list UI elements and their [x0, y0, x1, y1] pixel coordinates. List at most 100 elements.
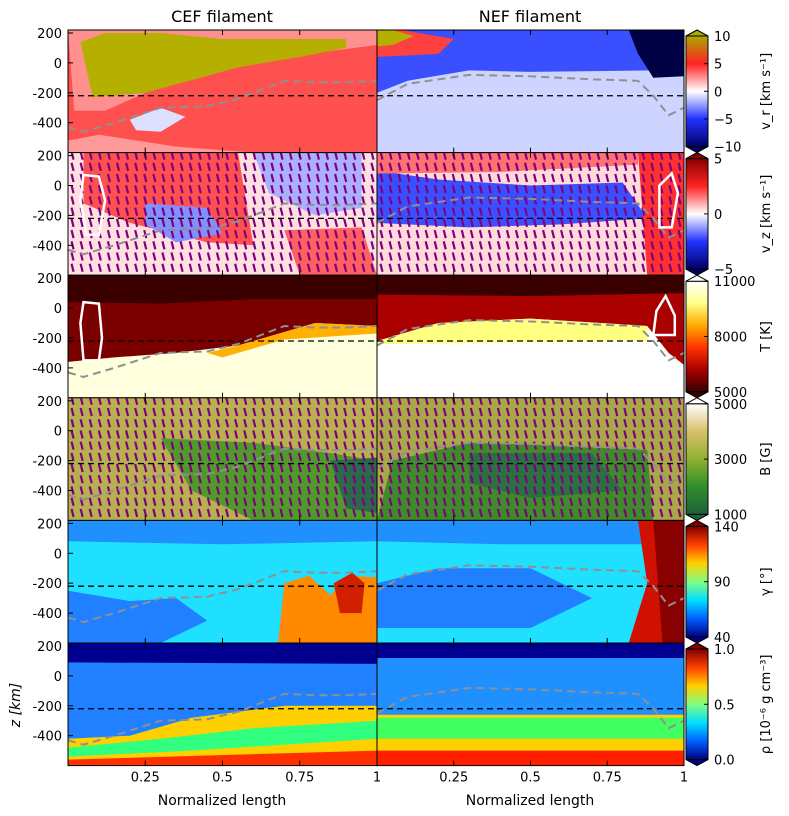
- vector-arrow: [677, 184, 682, 194]
- boundary-curve: [68, 692, 377, 746]
- vector-arrow: [243, 475, 248, 484]
- vector-arrow: [315, 407, 320, 417]
- vector-arrow: [152, 452, 157, 462]
- vector-arrow: [279, 263, 284, 272]
- colorbar-extend-top: [685, 642, 709, 650]
- vector-arrow: [406, 218, 411, 228]
- vector-arrow: [614, 196, 619, 205]
- vector-arrow: [379, 452, 384, 462]
- vector-arrow: [397, 173, 402, 183]
- vector-arrow: [270, 263, 275, 272]
- vector-arrow: [442, 184, 447, 194]
- heatmap-region: [377, 520, 654, 545]
- vector-arrow: [324, 229, 330, 239]
- vector-arrow: [451, 430, 456, 439]
- panel-grid: 200 0 -200 -400 200 0 -200 -400 200 0 -200 -400 200 0…: [32, 27, 688, 786]
- vector-arrow: [677, 430, 682, 439]
- vector-arrow: [161, 475, 166, 484]
- vector-arrow: [115, 463, 121, 473]
- vector-arrow: [88, 441, 93, 450]
- vector-arrow: [115, 508, 121, 518]
- vector-arrow: [134, 452, 139, 462]
- vector-arrow: [134, 229, 139, 239]
- vector-arrow: [460, 452, 465, 462]
- y-axis-label: z [km]: [8, 683, 24, 728]
- colorbar-label: v_z [km s⁻¹]: [759, 175, 774, 253]
- vector-arrow: [632, 263, 637, 272]
- vector-arrow: [252, 497, 257, 506]
- vector-arrow: [179, 263, 184, 272]
- vector-arrow: [361, 252, 366, 261]
- vector-arrow: [234, 241, 239, 250]
- vector-arrow: [206, 229, 211, 239]
- colorbar-tick-label: 8000: [714, 331, 747, 346]
- vector-arrow: [587, 430, 592, 439]
- vector-arrow: [188, 241, 193, 250]
- vector-arrow: [560, 463, 565, 473]
- vector-arrow: [79, 486, 84, 495]
- vector-arrow: [632, 452, 637, 462]
- vector-arrow: [578, 196, 583, 205]
- vector-arrow: [496, 452, 501, 462]
- vector-arrow: [215, 218, 221, 228]
- vector-arrow: [650, 229, 655, 239]
- vector-arrow: [361, 207, 366, 216]
- vector-arrow: [152, 162, 157, 172]
- vector-arrow: [334, 463, 339, 473]
- vector-arrow: [261, 229, 266, 239]
- vector-arrow: [433, 173, 438, 183]
- vector-arrow: [97, 441, 102, 450]
- vector-arrow: [306, 418, 311, 428]
- vector-arrow: [134, 407, 139, 417]
- vector-arrow: [125, 241, 130, 250]
- vector-arrow: [288, 229, 293, 239]
- vector-arrow: [433, 252, 438, 261]
- vector-arrow: [469, 407, 474, 417]
- vector-arrow: [460, 418, 465, 428]
- vector-arrow: [514, 486, 520, 495]
- vector-arrow: [505, 229, 510, 239]
- vector-arrow: [523, 452, 529, 462]
- vector-arrow: [343, 252, 348, 261]
- vector-arrow: [297, 508, 302, 518]
- vector-arrow: [460, 497, 465, 506]
- vector-arrow: [623, 452, 628, 462]
- vector-arrow: [70, 229, 75, 239]
- vector-arrow: [306, 263, 311, 272]
- vector-arrow: [315, 229, 320, 239]
- vector-arrow: [514, 407, 520, 417]
- vector-arrow: [496, 173, 501, 183]
- vector-arrow: [297, 207, 302, 216]
- vector-arrow: [406, 173, 411, 183]
- vector-arrow: [70, 418, 75, 428]
- vector-arrow: [106, 218, 111, 228]
- vector-arrow: [551, 252, 556, 261]
- vector-arrow: [125, 162, 130, 172]
- vector-arrow: [551, 497, 556, 506]
- vector-arrow: [270, 173, 275, 183]
- vector-arrow: [297, 173, 302, 183]
- vector-arrow: [541, 430, 547, 439]
- vector-arrow: [415, 441, 420, 450]
- vector-arrow: [188, 207, 193, 216]
- vector-arrow: [650, 196, 655, 205]
- vector-arrow: [106, 241, 111, 250]
- vector-arrow: [197, 241, 202, 250]
- vector-arrow: [243, 407, 248, 417]
- vector-arrow: [206, 173, 211, 183]
- vector-arrow: [605, 184, 610, 194]
- vector-arrow: [532, 463, 538, 473]
- vector-arrow: [297, 475, 302, 484]
- vector-arrow: [224, 407, 230, 417]
- vector-arrow: [224, 263, 230, 272]
- vector-arrow: [614, 430, 619, 439]
- colorbar-tick-label: 140: [714, 520, 739, 535]
- vector-arrow: [623, 463, 628, 473]
- vector-arrow: [370, 418, 375, 428]
- heatmap-region: [333, 572, 365, 614]
- vector-arrow: [641, 463, 646, 473]
- vector-arrow: [632, 497, 637, 506]
- vector-arrow: [206, 418, 211, 428]
- colorbar-label: B [G]: [759, 442, 774, 475]
- vector-arrow: [252, 430, 257, 439]
